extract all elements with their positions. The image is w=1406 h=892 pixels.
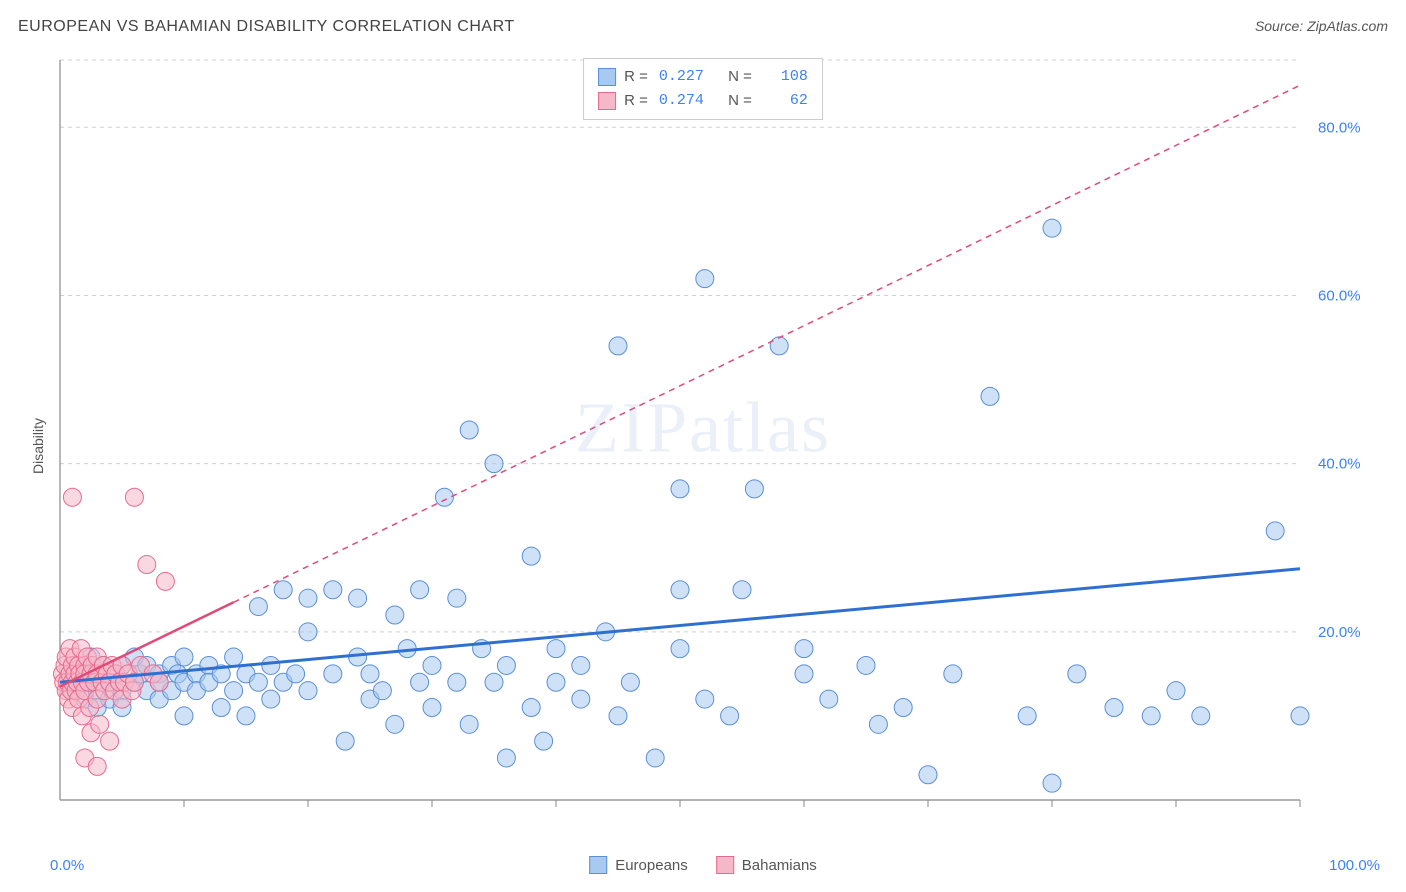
legend-row: R =0.227 N =108	[598, 65, 808, 89]
plot-area: 20.0% 40.0% 60.0% 80.0%	[50, 50, 1380, 830]
chart-source: Source: ZipAtlas.com	[1255, 18, 1388, 34]
x-axis-min-label: 0.0%	[50, 857, 84, 874]
svg-text:60.0%: 60.0%	[1318, 287, 1361, 304]
svg-text:40.0%: 40.0%	[1318, 456, 1361, 473]
x-axis-max-label: 100.0%	[1329, 857, 1380, 874]
legend-item: Europeans	[589, 856, 688, 874]
legend-item: Bahamians	[716, 856, 817, 874]
svg-text:20.0%: 20.0%	[1318, 624, 1361, 641]
chart-header: EUROPEAN VS BAHAMIAN DISABILITY CORRELAT…	[18, 18, 1388, 36]
scatter-chart: 20.0% 40.0% 60.0% 80.0%	[50, 50, 1380, 830]
legend-swatch	[589, 856, 607, 874]
correlation-legend: R =0.227 N =108 R =0.274 N = 62	[583, 58, 823, 120]
legend-swatch	[598, 68, 616, 86]
legend-swatch	[716, 856, 734, 874]
series-legend: Europeans Bahamians	[589, 856, 817, 874]
y-axis-label: Disability	[30, 418, 46, 474]
legend-swatch	[598, 92, 616, 110]
chart-title: EUROPEAN VS BAHAMIAN DISABILITY CORRELAT…	[18, 18, 515, 36]
legend-row: R =0.274 N = 62	[598, 89, 808, 113]
svg-text:80.0%: 80.0%	[1318, 119, 1361, 136]
